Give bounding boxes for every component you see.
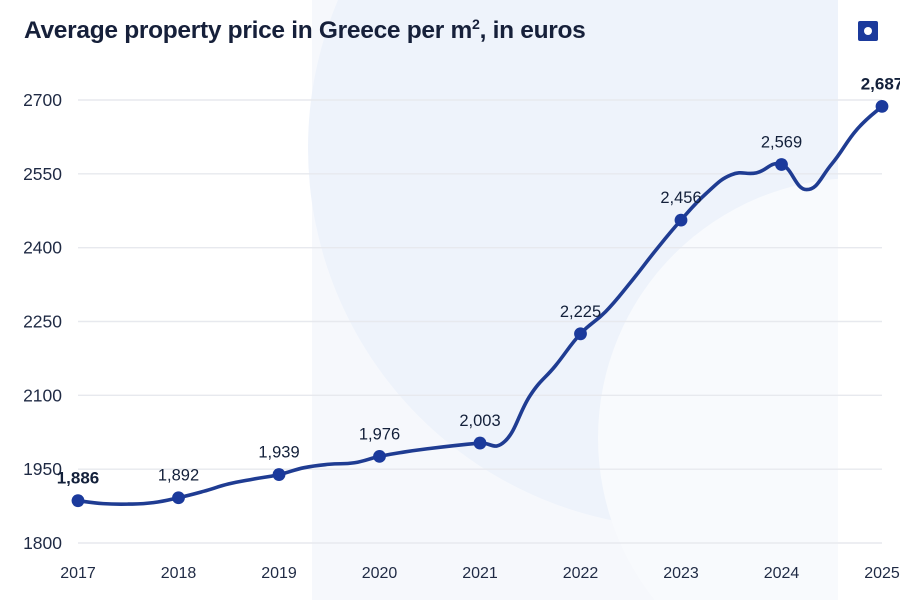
data-point-label-2023: 2,456 [660, 189, 701, 207]
data-point-label-2019: 1,939 [258, 444, 299, 462]
x-tick-label-2020: 2020 [362, 565, 398, 582]
page-title-main: Average property price in Greece per m [24, 17, 472, 44]
chart-header: Average property price in Greece per m2,… [0, 0, 900, 62]
x-tick-label-2019: 2019 [261, 565, 297, 582]
data-point-label-2021: 2,003 [459, 412, 500, 430]
y-tick-label-2400: 2400 [23, 238, 62, 258]
data-point-label-2025: 2,687 [861, 74, 900, 93]
data-point-label-2024: 2,569 [761, 133, 802, 151]
data-point-marker-2018 [172, 491, 185, 505]
x-tick-label-2022: 2022 [563, 565, 599, 582]
page-title-tail: , in euros [479, 17, 586, 44]
y-tick-label-2550: 2550 [23, 164, 62, 184]
logo-inner-dot [864, 27, 872, 35]
x-tick-label-2024: 2024 [764, 565, 800, 582]
y-axis-tick-labels: 1800 1950 2100 2250 2400 2550 2700 [23, 90, 62, 553]
data-point-marker-2021 [473, 436, 487, 450]
y-tick-label-1950: 1950 [23, 459, 62, 479]
square-dot-logo-icon[interactable] [858, 21, 878, 41]
x-tick-label-2023: 2023 [663, 565, 699, 582]
data-point-marker-2017 [71, 494, 85, 508]
y-tick-label-2250: 2250 [23, 312, 62, 332]
data-point-label-2018: 1,892 [158, 467, 199, 485]
gridlines [78, 99, 882, 544]
data-point-marker-2024 [775, 158, 788, 171]
data-point-marker-2023 [674, 213, 688, 227]
data-point-markers [71, 99, 889, 508]
data-point-marker-2019 [272, 468, 286, 481]
data-point-label-2022: 2,225 [560, 303, 601, 321]
x-tick-label-2017: 2017 [60, 565, 96, 582]
page-title: Average property price in Greece per m2,… [24, 16, 586, 45]
page-title-superscript: 2 [471, 16, 480, 33]
y-tick-label-2100: 2100 [23, 385, 62, 405]
x-tick-label-2025: 2025 [864, 565, 900, 582]
x-tick-label-2021: 2021 [462, 565, 498, 582]
y-tick-label-2700: 2700 [23, 90, 62, 110]
y-tick-label-1800: 1800 [23, 533, 62, 553]
data-point-marker-2020 [373, 449, 386, 463]
data-point-label-2020: 1,976 [359, 425, 400, 443]
data-point-marker-2025 [875, 99, 889, 113]
data-point-marker-2022 [574, 327, 587, 341]
data-point-label-2017: 1,886 [57, 469, 100, 488]
x-axis-tick-labels: 2017 2018 2019 2020 2021 2022 2023 2024 2025 [60, 565, 900, 582]
data-point-labels: 1,886 1,892 1,939 1,976 2,003 2,225 2,456 2,569… [57, 74, 900, 487]
x-tick-label-2018: 2018 [161, 565, 197, 582]
